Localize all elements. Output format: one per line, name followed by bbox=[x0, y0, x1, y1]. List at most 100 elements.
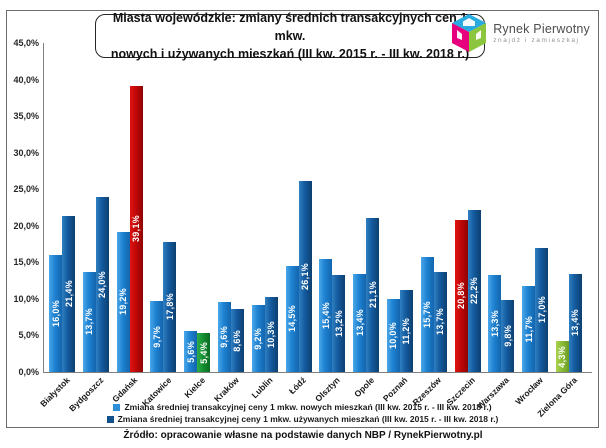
bar-used[interactable]: 8,6% bbox=[230, 309, 244, 372]
bar-used[interactable]: 39,1% bbox=[129, 86, 143, 372]
logo-tagline: znajdź i zamieszkaj bbox=[493, 37, 580, 44]
y-tick-label: 15,0% bbox=[13, 257, 39, 268]
bar-value-label: 9,8% bbox=[502, 325, 513, 347]
bar-value-label: 13,4% bbox=[354, 309, 365, 337]
bar-value-label: 14,5% bbox=[287, 305, 298, 333]
bar-new[interactable]: 9,7% bbox=[150, 301, 164, 372]
source-note: Źródło: opracowanie własne na podstawie … bbox=[123, 430, 483, 441]
bar-used[interactable]: 26,1% bbox=[298, 181, 312, 372]
x-axis-label: Łódź bbox=[287, 375, 309, 397]
bar-group-bia-ystok: 16,0% 21,4% Białystok bbox=[38, 43, 75, 409]
x-axis-label: Lublin bbox=[249, 375, 275, 401]
x-axis-label: Poznań bbox=[381, 375, 410, 404]
bar-value-label: 13,7% bbox=[435, 308, 446, 336]
bar-new[interactable]: 19,2% bbox=[116, 232, 130, 372]
bar-new[interactable]: 13,4% bbox=[353, 274, 367, 372]
y-tick-label: 10,0% bbox=[13, 293, 39, 304]
logo-cube-icon bbox=[452, 14, 487, 52]
legend-label-used: Zmiana średniej transakcyjnej ceny 1 mkw… bbox=[117, 414, 499, 424]
bar-group-opole: 13,4% 21,1% Opole bbox=[352, 43, 380, 399]
bar-new[interactable]: 9,2% bbox=[251, 305, 265, 372]
bar-new[interactable]: 13,3% bbox=[488, 275, 502, 372]
bar-new[interactable]: 5,6% bbox=[184, 331, 198, 372]
x-axis-label: Gdańsk bbox=[110, 375, 140, 405]
bar-new[interactable]: 4,3% bbox=[555, 341, 569, 372]
bar-value-label: 22,2% bbox=[469, 277, 480, 305]
x-axis-label: Opole bbox=[351, 375, 376, 400]
y-tick-label: 40,0% bbox=[13, 74, 39, 85]
bar-value-label: 5,6% bbox=[185, 340, 196, 363]
bar-group-katowice: 9,7% 17,8% Katowice bbox=[140, 43, 177, 408]
bar-value-label: 10,0% bbox=[388, 321, 399, 350]
bar-used[interactable]: 5,4% bbox=[197, 333, 211, 372]
bar-used[interactable]: 11,2% bbox=[399, 290, 413, 372]
bar-value-label: 4,3% bbox=[557, 345, 568, 368]
logo-name: Rynek Pierwotny bbox=[493, 22, 590, 36]
bar-used[interactable]: 13,2% bbox=[332, 275, 346, 372]
bar-new[interactable]: 15,7% bbox=[420, 257, 434, 372]
bar-group-warszawa: 13,3% 9,8% Warszawa bbox=[475, 43, 515, 411]
bar-value-label: 9,2% bbox=[253, 327, 264, 350]
y-tick-label: 0,0% bbox=[18, 367, 39, 377]
bar-new[interactable]: 9,6% bbox=[217, 302, 231, 372]
bar-group-olsztyn: 15,4% 13,2% Olsztyn bbox=[313, 43, 346, 404]
bar-new[interactable]: 15,4% bbox=[319, 259, 333, 372]
y-tick-label: 5,0% bbox=[18, 330, 39, 341]
bar-used[interactable]: 21,4% bbox=[62, 216, 75, 372]
bar-used[interactable]: 10,3% bbox=[264, 297, 278, 372]
bar-value-label: 24,0% bbox=[97, 270, 108, 299]
bar-value-label: 11,7% bbox=[523, 315, 534, 343]
bar-new[interactable]: 20,8% bbox=[454, 220, 468, 372]
bar-group-pozna-: 10,0% 11,2% Poznań bbox=[381, 43, 413, 403]
bar-used[interactable]: 17,8% bbox=[163, 242, 177, 372]
bar-value-label: 5,4% bbox=[198, 341, 209, 364]
bar-new[interactable]: 13,7% bbox=[82, 272, 96, 372]
legend-swatch-used-icon bbox=[106, 416, 114, 423]
bar-group-zielona-g-ra: 4,3% 13,4% Zielona Góra bbox=[535, 43, 582, 419]
bar-new[interactable]: 10,0% bbox=[386, 299, 400, 372]
bar-group-rzesz-w: 15,7% 13,7% Rzeszów bbox=[411, 43, 447, 407]
x-axis-label: Olsztyn bbox=[313, 375, 343, 404]
legend-swatch-new-icon bbox=[113, 404, 121, 411]
bar-value-label: 15,7% bbox=[422, 300, 433, 329]
bar-used[interactable]: 21,1% bbox=[366, 218, 380, 372]
bar-used[interactable]: 24,0% bbox=[95, 197, 109, 372]
legend-label-new: Zmiana średniej transakcyjnej ceny 1 mkw… bbox=[124, 402, 492, 412]
bar-value-label: 21,1% bbox=[367, 281, 378, 309]
bar-used[interactable]: 13,4% bbox=[568, 274, 582, 372]
bar-value-label: 16,0% bbox=[50, 299, 61, 328]
bar-used[interactable]: 9,8% bbox=[501, 300, 515, 372]
bar-value-label: 9,7% bbox=[151, 325, 162, 348]
y-tick-label: 20,0% bbox=[13, 220, 39, 231]
bar-value-label: 9,6% bbox=[219, 326, 230, 348]
y-axis: 45,0% 40,0% 35,0% 30,0% 25,0% 20,0% 15,0% 10,0%… bbox=[7, 38, 41, 377]
legend-item-new: Zmiana średniej transakcyjnej ceny 1 mkw… bbox=[113, 402, 492, 413]
chart-title-line-2: nowych i używanych mieszkań (III kw. 201… bbox=[110, 47, 470, 62]
bar-value-label: 13,2% bbox=[333, 309, 344, 338]
bar-value-label: 13,7% bbox=[84, 308, 95, 336]
bar-group-kielce: 5,6% 5,4% Kielce bbox=[182, 43, 211, 400]
bar-used[interactable]: 22,2% bbox=[467, 210, 481, 372]
bar-value-label: 17,8% bbox=[164, 293, 175, 321]
bar-used[interactable]: 13,7% bbox=[433, 272, 447, 372]
bar-new[interactable]: 14,5% bbox=[285, 266, 299, 372]
bar-value-label: 13,4% bbox=[570, 309, 581, 337]
bar-used[interactable]: 17,0% bbox=[535, 248, 549, 372]
plot-area: 16,0% 21,4% Białystok 13,7% 24,0% Bydgoszcz 19… bbox=[38, 43, 592, 419]
chart-frame: Miasta wojewódzkie: zmiany średnich tran… bbox=[6, 10, 599, 428]
bar-value-label: 10,3% bbox=[266, 320, 277, 349]
bar-group--d-: 14,5% 26,1% Łódź bbox=[285, 43, 312, 396]
logo-text: Rynek Pierwotny znajdź i zamieszkaj bbox=[493, 22, 590, 44]
bar-group-bydgoszcz: 13,7% 24,0% Bydgoszcz bbox=[67, 43, 109, 413]
bar-value-label: 17,0% bbox=[536, 296, 547, 324]
bar-value-label: 21,4% bbox=[63, 280, 74, 308]
y-tick-label: 25,0% bbox=[13, 184, 39, 195]
bar-value-label: 15,4% bbox=[320, 301, 331, 330]
bar-new[interactable]: 16,0% bbox=[49, 255, 62, 372]
brand-logo[interactable]: Rynek Pierwotny znajdź i zamieszkaj bbox=[451, 13, 590, 53]
x-axis-label: Kielce bbox=[182, 375, 207, 400]
bar-group-lublin: 9,2% 10,3% Lublin bbox=[249, 43, 278, 400]
bar-value-label: 8,6% bbox=[232, 329, 243, 352]
bar-value-label: 11,2% bbox=[401, 317, 412, 345]
bar-new[interactable]: 11,7% bbox=[522, 286, 536, 372]
